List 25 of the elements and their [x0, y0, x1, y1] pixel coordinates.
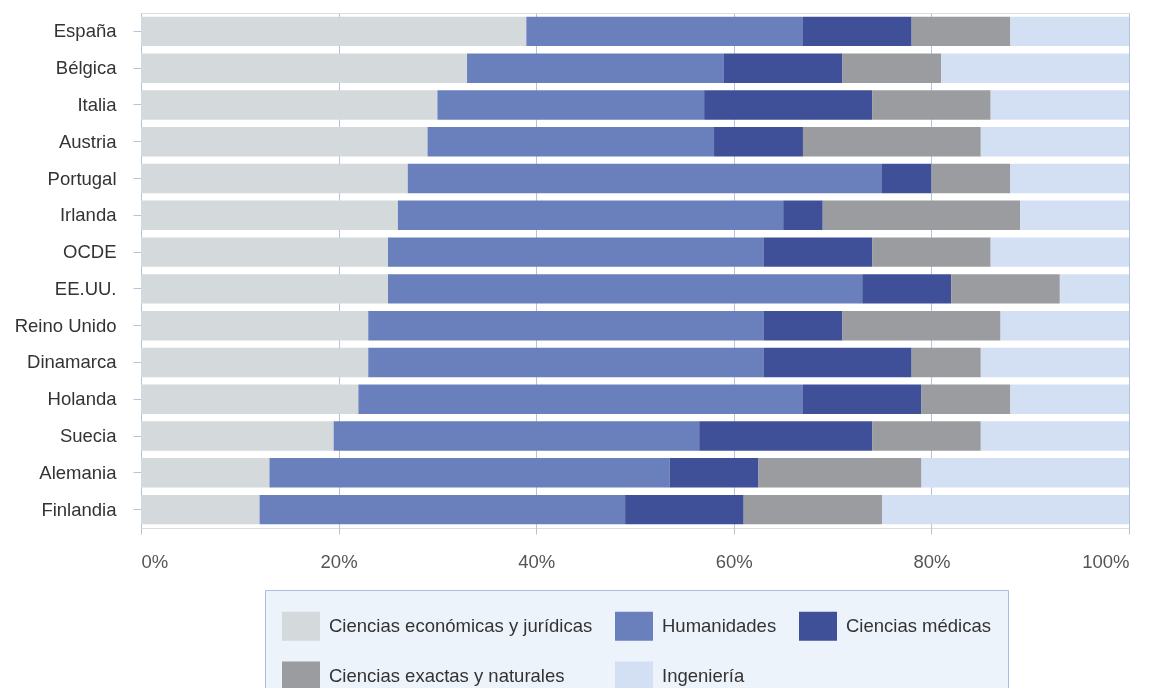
y-tick-label: Italia	[77, 93, 118, 115]
y-tick-label: Portugal	[47, 167, 117, 189]
legend-label: Ciencias económicas y jurídicas	[329, 615, 593, 637]
y-tick-label: Finlandia	[41, 498, 118, 520]
y-tick-label: Irlanda	[59, 204, 118, 226]
x-tick-label: 20%	[320, 550, 358, 572]
x-tick-label: 0%	[141, 550, 169, 572]
y-tick-label: OCDE	[63, 241, 117, 263]
y-tick-label: Holanda	[47, 388, 118, 410]
y-tick-label: Alemania	[39, 461, 118, 483]
y-tick-label: Suecia	[59, 425, 118, 447]
legend-label: Humanidades	[662, 615, 777, 637]
legend-label: Ciencias médicas	[846, 615, 991, 637]
y-tick-label: Reino Unido	[14, 314, 117, 336]
x-tick-label: 100%	[1082, 550, 1130, 572]
y-tick-label: España	[53, 20, 118, 42]
y-tick-label: Austria	[58, 130, 118, 152]
legend-label: Ciencias exactas y naturales	[329, 665, 565, 686]
x-tick-label: 60%	[715, 550, 753, 572]
y-tick-label: Bélgica	[55, 57, 118, 79]
legend-label: Ingeniería	[662, 665, 745, 686]
x-tick-label: 40%	[518, 550, 556, 572]
y-tick-label: EE.UU.	[54, 277, 117, 299]
x-tick-label: 80%	[913, 550, 951, 572]
y-tick-label: Dinamarca	[27, 351, 118, 373]
